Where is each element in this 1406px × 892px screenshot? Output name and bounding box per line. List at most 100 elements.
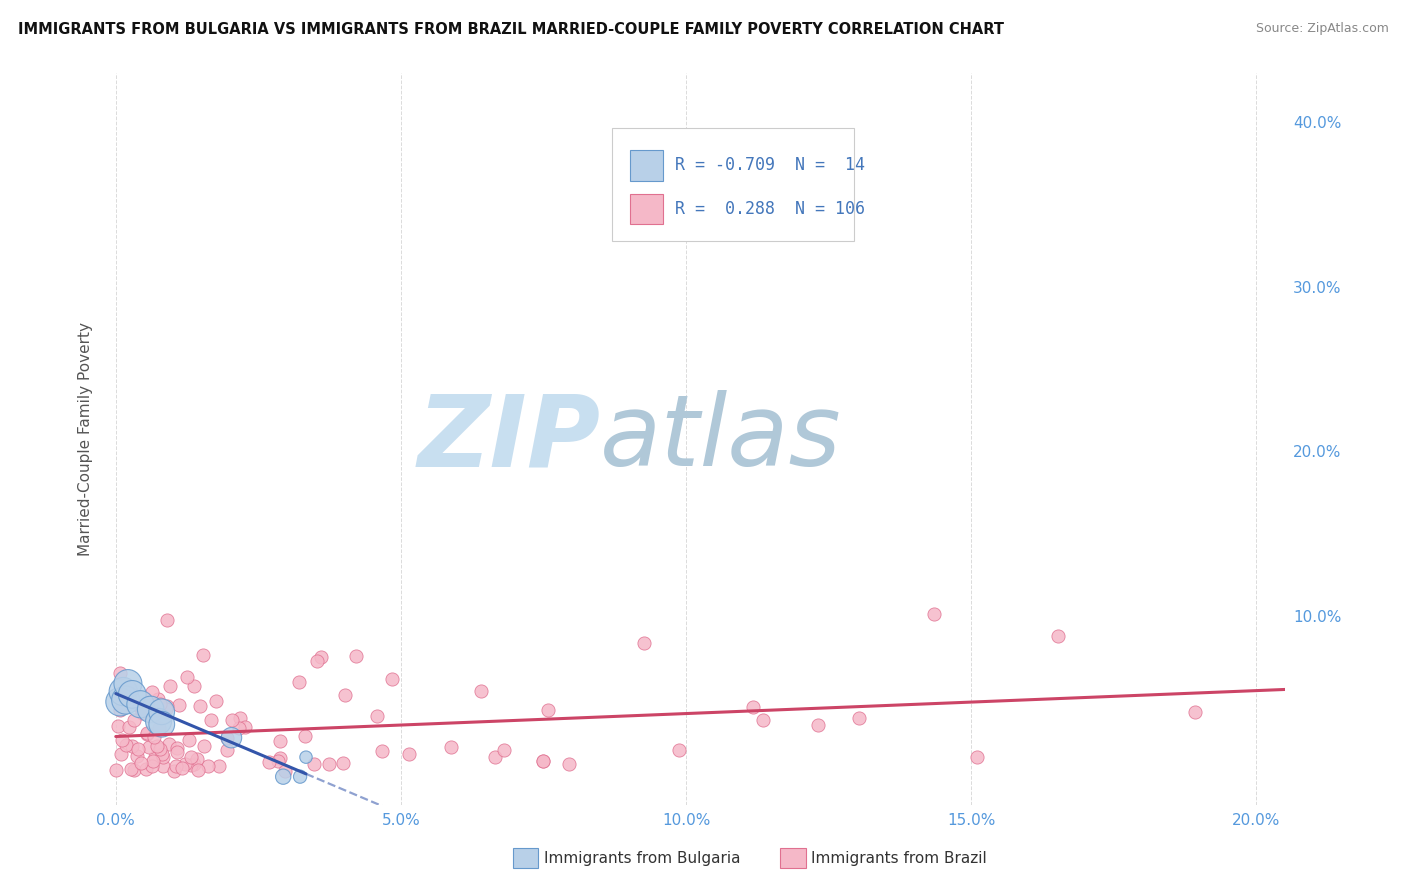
Point: [152, 750, 174, 764]
Point: [190, 699, 212, 714]
Point: [470, 683, 492, 698]
Point: [136, 727, 159, 741]
Point: [307, 653, 329, 667]
Point: [114, 738, 136, 752]
Point: [129, 756, 152, 770]
Point: [150, 717, 173, 731]
Text: Immigrants from Brazil: Immigrants from Brazil: [811, 851, 987, 865]
Point: [295, 750, 318, 764]
Point: [142, 754, 165, 768]
Text: atlas: atlas: [600, 391, 842, 487]
Point: [269, 734, 291, 748]
Point: [122, 763, 145, 777]
Point: [139, 702, 162, 716]
Point: [288, 675, 311, 690]
Point: [107, 718, 129, 732]
Point: [146, 739, 169, 754]
Point: [159, 679, 181, 693]
Point: [121, 762, 143, 776]
Point: [148, 721, 170, 735]
Point: [371, 744, 394, 758]
Point: [148, 697, 170, 711]
Point: [221, 731, 243, 745]
Point: [127, 742, 149, 756]
Text: Immigrants from Bulgaria: Immigrants from Bulgaria: [544, 851, 741, 865]
Point: [131, 706, 153, 720]
Point: [200, 713, 222, 727]
Point: [186, 751, 208, 765]
Point: [166, 740, 188, 755]
Point: [155, 702, 177, 716]
Point: [531, 754, 554, 768]
Point: [633, 636, 655, 650]
Point: [208, 759, 231, 773]
Point: [484, 750, 506, 764]
FancyBboxPatch shape: [612, 128, 853, 241]
Point: [848, 711, 870, 725]
Point: [1047, 629, 1070, 643]
Point: [187, 764, 209, 778]
Point: [112, 684, 135, 698]
Point: [229, 711, 252, 725]
Point: [288, 770, 311, 784]
Point: [494, 743, 516, 757]
Point: [173, 757, 195, 772]
Point: [267, 754, 290, 768]
Point: [228, 722, 250, 736]
Point: [259, 755, 281, 769]
Point: [966, 750, 988, 764]
Point: [149, 741, 172, 756]
Point: [381, 672, 404, 686]
Y-axis label: Married-Couple Family Poverty: Married-Couple Family Poverty: [79, 322, 93, 556]
Point: [531, 754, 554, 768]
Point: [108, 666, 131, 681]
Point: [176, 670, 198, 684]
Point: [111, 733, 134, 747]
Point: [177, 732, 200, 747]
Point: [558, 756, 581, 771]
Point: [318, 757, 340, 772]
Point: [752, 713, 775, 727]
Point: [118, 721, 141, 735]
Point: [165, 759, 187, 773]
Point: [150, 747, 173, 761]
Point: [180, 749, 202, 764]
Text: IMMIGRANTS FROM BULGARIA VS IMMIGRANTS FROM BRAZIL MARRIED-COUPLE FAMILY POVERTY: IMMIGRANTS FROM BULGARIA VS IMMIGRANTS F…: [18, 22, 1004, 37]
Point: [271, 770, 294, 784]
Point: [143, 749, 166, 764]
Point: [440, 739, 463, 754]
Point: [156, 613, 179, 627]
Point: [157, 738, 180, 752]
Point: [110, 689, 132, 703]
Point: [304, 757, 326, 772]
Point: [183, 757, 205, 772]
FancyBboxPatch shape: [630, 150, 662, 180]
Point: [114, 693, 136, 707]
Point: [332, 756, 354, 770]
Point: [105, 764, 128, 778]
Point: [366, 709, 388, 723]
Text: R = -0.709  N =  14: R = -0.709 N = 14: [675, 156, 865, 174]
Point: [269, 751, 291, 765]
Point: [344, 649, 367, 664]
Text: Source: ZipAtlas.com: Source: ZipAtlas.com: [1256, 22, 1389, 36]
Point: [121, 739, 143, 754]
Point: [172, 761, 194, 775]
Point: [163, 764, 186, 779]
Point: [110, 747, 132, 762]
Point: [309, 649, 332, 664]
Point: [398, 747, 420, 761]
Point: [135, 763, 157, 777]
Point: [138, 740, 160, 755]
Point: [141, 685, 163, 699]
Point: [221, 714, 243, 728]
Point: [807, 718, 830, 732]
Point: [233, 720, 256, 734]
Point: [146, 692, 169, 706]
Point: [128, 699, 150, 714]
Point: [122, 713, 145, 727]
Point: [668, 742, 690, 756]
Point: [110, 703, 132, 717]
Point: [152, 758, 174, 772]
Point: [537, 703, 560, 717]
